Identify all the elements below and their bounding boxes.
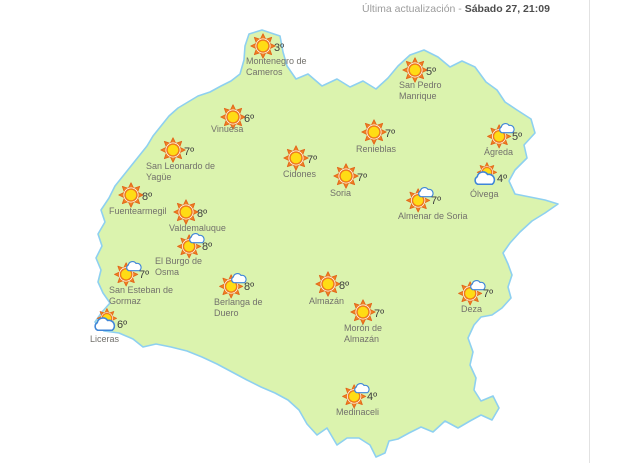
temperature-label: 7º [307,154,318,166]
town-label: Valdemaluque [169,223,226,233]
town-label: Liceras [90,334,120,344]
town-label: Almenar de Soria [398,211,468,221]
temperature-label: 7º [431,195,442,207]
town-label: Berlanga de Duero [214,297,263,318]
right-panel-divider [589,0,590,463]
temperature-label: 7º [357,172,368,184]
town-label: Almazán [309,296,345,306]
town-label: Montenegro de Cameros [246,56,307,77]
temperature-label: 3º [274,42,285,54]
temperature-label: 7º [385,128,396,140]
town-label: San Leonardo de Yagüe [146,161,216,182]
town-label: El Burgo de Osma [155,256,203,277]
temperature-label: 7º [184,146,195,158]
temperature-label: 4º [367,391,378,403]
temperature-label: 7º [139,269,150,281]
town-label: Cidones [283,169,317,179]
last-updated: Última actualización - Sábado 27, 21:09 [362,3,550,15]
town-label: Fuentearmegil [109,206,167,216]
temperature-label: 5º [512,131,523,143]
temperature-label: 5º [426,66,437,78]
temperature-label: 6º [117,319,128,331]
temperature-label: 8º [197,208,208,220]
town-label: Morón de Almazán [344,323,383,344]
last-updated-value: Sábado 27, 21:09 [464,3,550,15]
town-label: Ágreda [484,147,514,157]
town-label: Soria [330,188,352,198]
temperature-label: 8º [244,281,255,293]
temperature-label: 7º [374,308,385,320]
town-label: San Esteban de Gormaz [109,285,174,306]
town-label: Renieblas [356,144,397,154]
temperature-label: 8º [202,241,213,253]
last-updated-prefix: Última actualización - [362,3,465,15]
temperature-label: 8º [339,280,350,292]
town-label: Deza [461,304,483,314]
temperature-label: 7º [483,288,494,300]
temperature-label: 8º [142,191,153,203]
town-label: San Pedro Manrique [399,80,442,101]
town-label: Medinaceli [336,407,380,417]
temperature-label: 6º [244,113,255,125]
province-shape [94,29,559,458]
temperature-label: 4º [497,173,508,185]
town-label: Vinuesa [211,124,244,134]
town-label: Ólvega [470,189,499,199]
